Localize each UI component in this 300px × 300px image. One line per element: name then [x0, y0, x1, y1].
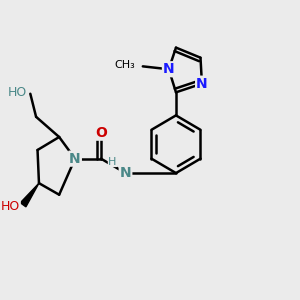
Text: N: N — [196, 77, 208, 91]
Text: HO: HO — [8, 86, 27, 99]
Text: CH₃: CH₃ — [115, 60, 136, 70]
Text: O: O — [95, 126, 107, 140]
Text: N: N — [69, 152, 81, 166]
Text: H: H — [108, 157, 117, 166]
Text: N: N — [163, 62, 175, 76]
Text: N: N — [120, 166, 131, 180]
Polygon shape — [20, 183, 39, 207]
Text: HO: HO — [1, 200, 20, 213]
